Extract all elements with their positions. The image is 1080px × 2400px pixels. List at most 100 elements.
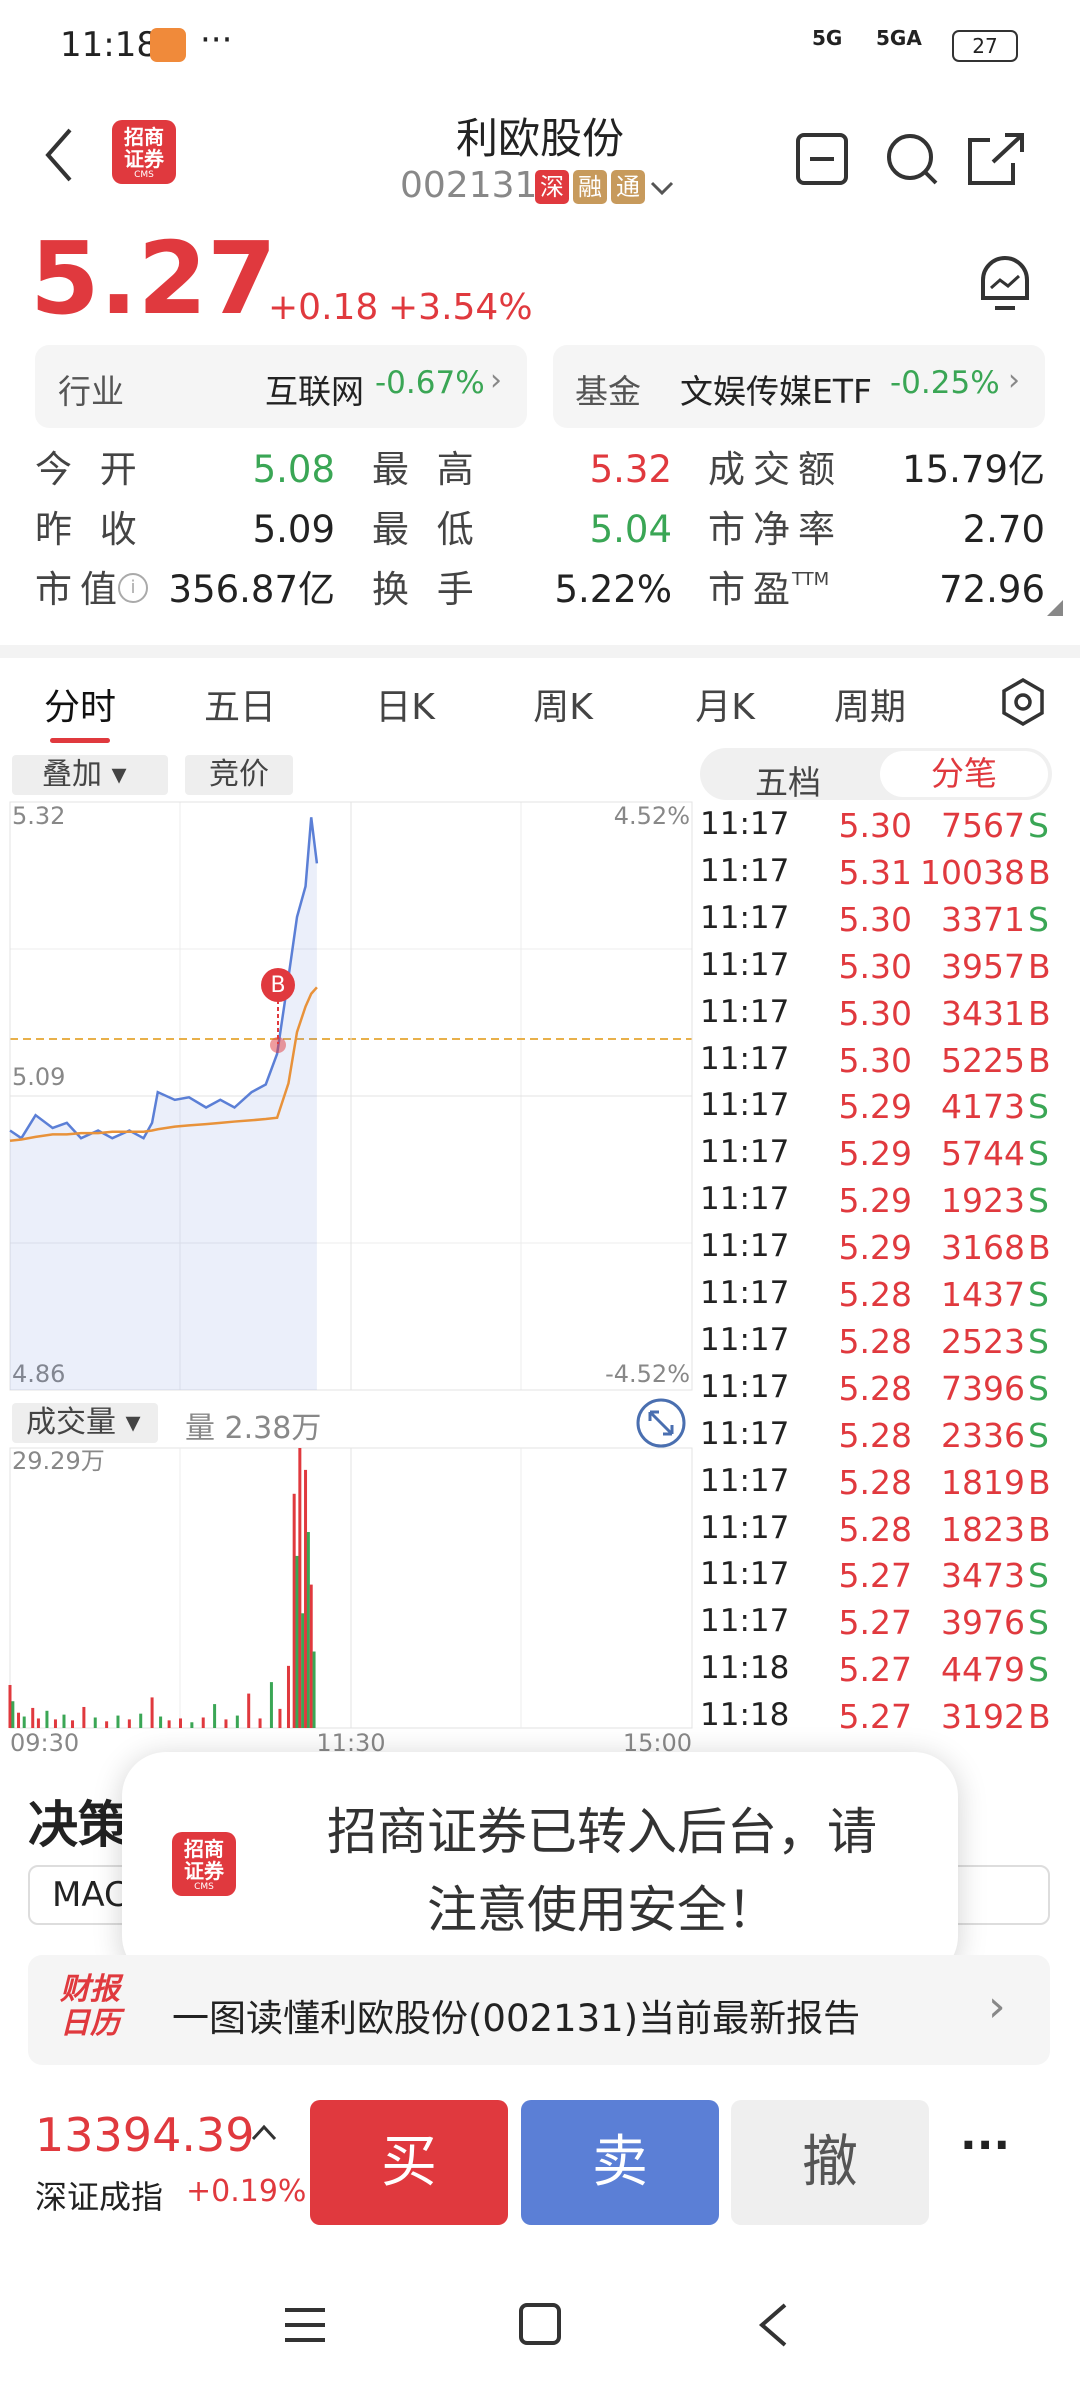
y-tick-label: 4.86 [12, 1360, 65, 1388]
back-button[interactable] [40, 125, 80, 185]
volume-bar [298, 1448, 302, 1728]
period-tab[interactable]: 分时 [43, 687, 116, 728]
stat-label: 最 低 [372, 508, 482, 551]
cancel-button[interactable]: 撤 [731, 2100, 929, 2225]
volume-bar [179, 1718, 182, 1728]
stat-label: 今 开 [35, 448, 145, 491]
trade-price: 5.28 [838, 1415, 912, 1455]
trade-price: 5.27 [838, 1603, 912, 1643]
volume-bar [295, 1555, 299, 1728]
code-dropdown[interactable] [648, 174, 676, 202]
volume-label: 成交量 [26, 1405, 116, 1440]
stat-value: 5.08 [252, 448, 335, 491]
trade-volume: 3371 [941, 899, 1025, 939]
trade-volume: 1819 [941, 1462, 1025, 1502]
volume-bar [190, 1722, 194, 1728]
volume-bar [258, 1718, 262, 1728]
fullscreen-button[interactable] [635, 1397, 687, 1449]
volume-bar [292, 1493, 296, 1728]
trade-volume: 4479 [941, 1650, 1025, 1690]
sell-button[interactable]: 卖 [521, 2100, 719, 2225]
period-tab[interactable]: 周K [533, 687, 593, 728]
toast: 招商 证券 CMS 招商证券已转入后台，请 注意使用安全！ [122, 1752, 958, 1980]
chevron: › [1008, 363, 1020, 398]
marker-dot [270, 1037, 286, 1053]
period-tab[interactable]: 周期 [833, 687, 906, 728]
trade-side: S [1028, 1321, 1049, 1361]
tab-underline [50, 738, 110, 743]
trade-volume: 7567 [941, 806, 1025, 845]
toast-line: 注意使用安全！ [427, 1881, 777, 1939]
index-name: 深证成指 [35, 2178, 164, 2216]
info-icon: i [118, 573, 148, 603]
trade-side: S [1028, 806, 1049, 845]
overlay-button[interactable]: 叠加 ▾ [12, 755, 168, 795]
volume-bar [304, 1469, 308, 1728]
period-tab[interactable]: 月K [695, 687, 755, 728]
panel-toggle: 五档 分笔 [700, 748, 1052, 802]
status-time: 11:18 [60, 25, 158, 65]
trade-time: 11:17 [700, 1134, 790, 1171]
toast-logo: 招商 证券 CMS [172, 1832, 236, 1896]
volume-bar [301, 1613, 305, 1728]
sector-card[interactable]: 行业 互联网 -0.67% › [35, 345, 527, 428]
y-tick-label: 5.32 [12, 802, 65, 830]
stat-label: 市值 [35, 568, 125, 611]
last-price: 5.27 [30, 220, 277, 337]
y2-tick-label: -4.52% [605, 1360, 690, 1388]
marker-label: B [270, 973, 285, 998]
trade-side: S [1028, 1603, 1049, 1643]
broker-logo: 招商 证券 CMS [112, 120, 176, 184]
volume-bar [93, 1717, 97, 1728]
volume-bar [53, 1719, 57, 1728]
order-book-tab[interactable]: 五档 [755, 763, 821, 802]
period-tab[interactable]: 五日 [203, 687, 276, 728]
volume-bar [105, 1721, 109, 1728]
stat-value: 356.87亿 [168, 568, 335, 611]
stat-value: 2.70 [962, 508, 1045, 551]
volume-bar [17, 1712, 21, 1728]
battery: 27 [952, 30, 1018, 62]
share-button[interactable] [968, 133, 1024, 185]
price-change-pct: +3.54% [388, 287, 533, 328]
volume-bar [167, 1720, 171, 1728]
trade-price: 5.28 [838, 1275, 912, 1314]
logo-sub: CMS [194, 1882, 214, 1892]
volume-bar [312, 1651, 316, 1728]
trade-volume: 5225 [941, 1040, 1025, 1080]
expand-corner[interactable] [1045, 598, 1065, 618]
volume-bar [62, 1714, 66, 1728]
stat-label: 成交额 [708, 448, 843, 491]
fund-label: 基金 [575, 372, 641, 411]
intraday-chart: 4.865.095.32-4.52%4.52%09:30 11:30 15:00B2… [8, 801, 693, 1757]
auction-button[interactable]: 竞价 [185, 755, 293, 795]
decision-chip[interactable]: MAC [52, 1875, 128, 1915]
trade-price: 5.30 [838, 946, 912, 986]
more-button[interactable]: ··· [960, 2120, 1011, 2171]
buy-button[interactable]: 买 [310, 2100, 508, 2225]
period-tab[interactable]: 日K [375, 687, 435, 728]
y2-tick-label: 4.52% [614, 802, 690, 830]
fund-card[interactable]: 基金 文娱传媒ETF -0.25% › [553, 345, 1045, 428]
menu-button[interactable] [285, 2308, 325, 2342]
stat-value: 5.32 [589, 448, 672, 491]
trades-tab[interactable]: 分笔 [880, 751, 1048, 797]
report-banner[interactable]: 财报 日历 一图读懂利欧股份(002131)当前最新报告 › [28, 1955, 1050, 2065]
settings-button[interactable] [1000, 678, 1046, 726]
minimize-button[interactable] [796, 133, 848, 185]
trade-volume: 3473 [941, 1556, 1025, 1596]
volume-bar [309, 1584, 313, 1728]
index-toggle[interactable] [250, 2122, 278, 2142]
trade-side: S [1028, 1087, 1049, 1127]
home-button[interactable] [519, 2303, 561, 2345]
trade-price: 5.31 [838, 852, 912, 892]
search-button[interactable] [887, 134, 938, 185]
trade-price: 5.29 [838, 1087, 912, 1127]
volume-indicator-button[interactable]: 成交量 ▾ [12, 1403, 158, 1443]
back-nav-button[interactable] [758, 2303, 787, 2347]
nav-bar [285, 2303, 787, 2347]
trade-volume: 1437 [941, 1275, 1025, 1314]
alert-button[interactable] [975, 250, 1035, 316]
trade-volume: 3192 [941, 1697, 1025, 1737]
trade-volume: 3957 [941, 946, 1025, 986]
